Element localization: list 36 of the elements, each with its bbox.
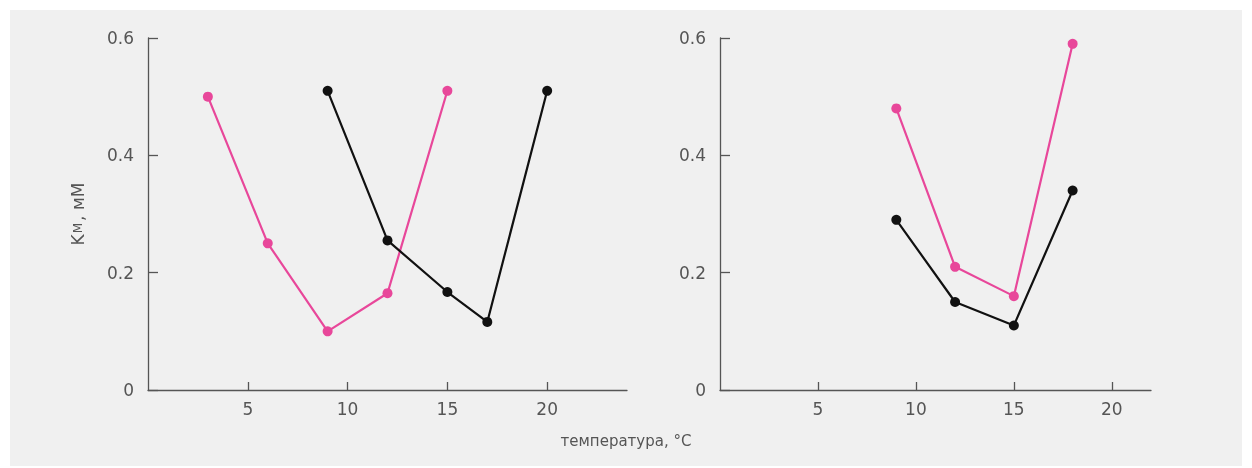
point [202, 91, 213, 102]
point [1008, 291, 1019, 302]
y-tick-label: 0.2 [678, 262, 706, 283]
point [1008, 320, 1019, 331]
point [382, 235, 393, 246]
y-tick-label: 0 [123, 380, 134, 400]
point [442, 287, 453, 298]
point [542, 85, 553, 96]
point [891, 103, 902, 114]
x-tick-label: 20 [536, 398, 558, 419]
point [1067, 185, 1078, 196]
y-tick-label: 0 [695, 380, 706, 400]
point [442, 85, 453, 96]
x-tick-label: 10 [905, 398, 927, 419]
x-tick-label: 10 [336, 398, 359, 419]
x-tick-label: 15 [1003, 398, 1025, 419]
y-tick-label: 0.2 [106, 262, 134, 283]
y-tick-label: 0.4 [678, 145, 706, 166]
point [1067, 38, 1078, 49]
x-axis-title: температура, °C [559, 432, 693, 450]
y-tick-label: 0.6 [678, 28, 706, 48]
y-axis-title: KМ, мМ [67, 182, 88, 246]
point [322, 326, 333, 337]
y-tick-label: 0.6 [106, 28, 134, 48]
point [382, 288, 393, 299]
y-tick-label: 0.4 [106, 145, 134, 166]
point [262, 238, 273, 249]
point [950, 261, 961, 272]
point [891, 214, 902, 225]
x-tick-label: 5 [812, 398, 824, 419]
point [322, 85, 333, 96]
x-tick-label: 15 [436, 398, 459, 419]
x-tick-label: 20 [1101, 398, 1123, 419]
point [950, 297, 961, 307]
x-tick-label: 5 [242, 398, 254, 419]
point [482, 316, 493, 327]
